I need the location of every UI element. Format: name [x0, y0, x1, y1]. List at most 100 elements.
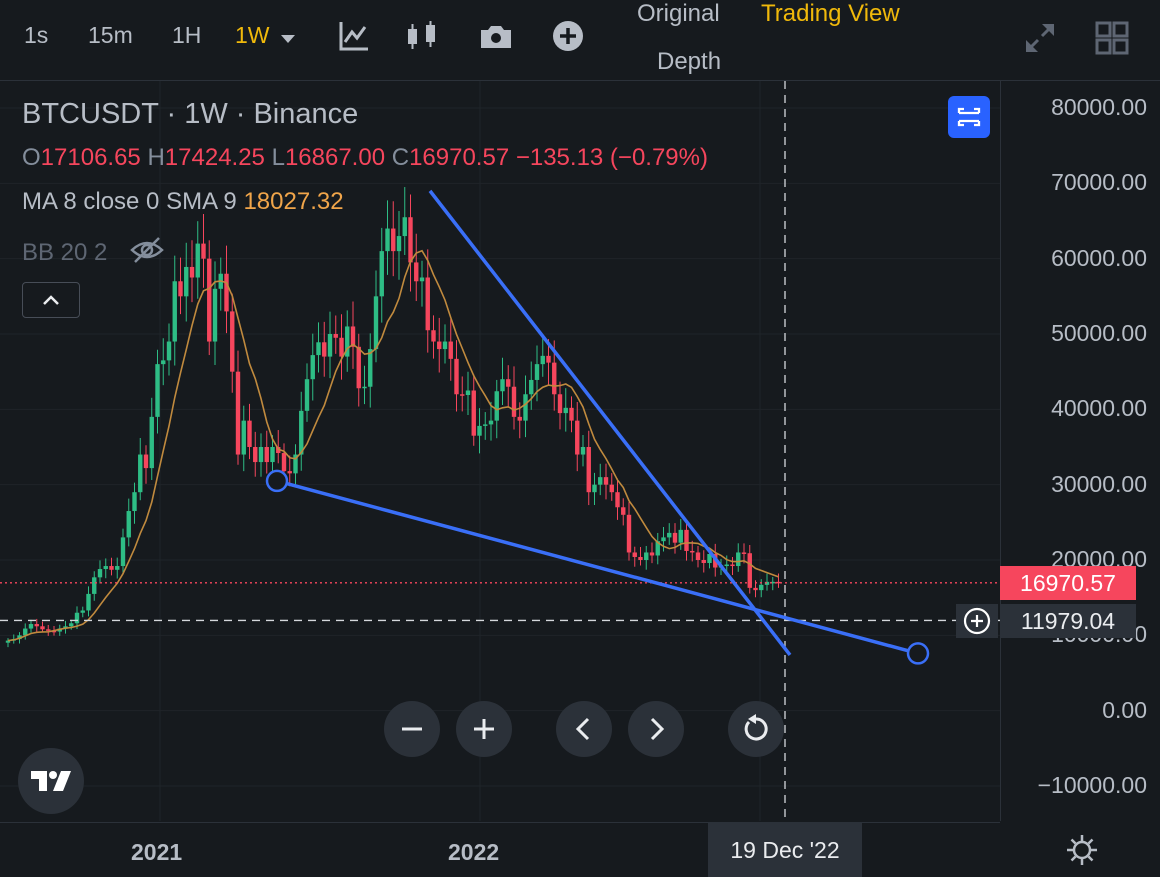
candle-body [649, 552, 655, 556]
candle-body [212, 288, 218, 342]
candle-body [529, 379, 534, 395]
chevron-up-icon [43, 295, 59, 305]
ohlc-readout: O17106.65 H17424.25 L16867.00 C16970.57 … [22, 144, 708, 172]
interval-1h[interactable]: 1H [172, 22, 202, 48]
price-axis-label: 30000.00 [1051, 470, 1147, 497]
interval-1s[interactable]: 1s [24, 22, 49, 48]
candle-body [598, 477, 603, 485]
candle-body [724, 564, 729, 567]
symbol-title: BTCUSDT · 1W · Binance [22, 98, 359, 130]
candle-body [730, 564, 735, 567]
bb-indicator[interactable]: BB 20 2 [22, 236, 164, 271]
candle-body [149, 416, 154, 469]
crosshair-price-tag: 11979.04 [1000, 604, 1136, 638]
candle-body [109, 566, 114, 570]
candle-body [460, 394, 465, 396]
candle-body [621, 507, 626, 515]
chevron-down-icon[interactable] [280, 24, 296, 51]
reset-chart-button[interactable] [728, 701, 784, 757]
candle-body [678, 529, 683, 543]
zoom-in-button[interactable] [456, 701, 512, 757]
candle-body [690, 550, 695, 553]
candle-body [253, 447, 258, 463]
candle-body [161, 360, 166, 365]
interval-15m[interactable]: 15m [88, 22, 133, 48]
candle-body [235, 371, 241, 455]
candle-body [770, 581, 775, 584]
candle-body [741, 552, 747, 554]
candle-body [557, 394, 563, 414]
candle-body [701, 560, 706, 564]
candle-body [471, 390, 476, 436]
time-axis[interactable]: 2021 2022 19 Dec '22 [0, 822, 1000, 877]
candle-body [540, 355, 545, 365]
candle-body [511, 386, 517, 417]
collapse-legend-button[interactable] [22, 282, 80, 318]
indicator-chart-icon[interactable] [336, 18, 372, 54]
candle-body [166, 341, 172, 361]
tradingview-logo[interactable] [18, 748, 84, 814]
eye-hidden-icon[interactable] [130, 236, 164, 271]
candle-body [368, 349, 373, 387]
fullscreen-toggle-button[interactable] [948, 96, 990, 138]
price-axis-label: 0.00 [1102, 696, 1147, 723]
open-label: O [22, 144, 41, 171]
add-alert-button[interactable] [956, 604, 998, 638]
plus-icon [474, 719, 494, 739]
tradingview-logo-icon [31, 771, 71, 791]
candle-body [304, 379, 310, 411]
settings-gear-icon[interactable] [1064, 832, 1100, 868]
candle-body [132, 492, 137, 512]
candle-body [661, 537, 666, 542]
price-axis[interactable]: 80000.00 70000.00 60000.00 50000.00 40000.00… [1000, 81, 1160, 821]
candle-body [534, 364, 540, 380]
candle-body [373, 296, 379, 350]
candlestick-icon[interactable] [404, 18, 440, 54]
candle-body [552, 362, 557, 395]
ma-indicator[interactable]: MA 8 close 0 SMA 9 18027.32 [22, 188, 344, 216]
view-trading-view[interactable]: Trading View [761, 0, 900, 27]
candle-body [5, 640, 11, 643]
candle-body [74, 612, 80, 624]
candle-body [609, 484, 614, 493]
toolbar: 1s 15m 1H 1W Original Trading View Depth [0, 0, 1160, 81]
candle-body [603, 477, 609, 485]
zoom-out-button[interactable] [384, 701, 440, 757]
layout-grid-icon[interactable] [1094, 20, 1130, 56]
add-circle-icon[interactable] [550, 18, 586, 54]
price-axis-label: 80000.00 [1051, 94, 1147, 120]
scroll-left-button[interactable] [556, 701, 612, 757]
candle-body [402, 217, 407, 237]
interval-1w[interactable]: 1W [235, 22, 270, 48]
candle-body [138, 454, 143, 493]
candle-body [592, 484, 597, 493]
candle-body [477, 425, 482, 436]
candle-body [356, 346, 361, 389]
candle-body [569, 407, 574, 421]
candle-body [230, 311, 235, 372]
candle-body [310, 355, 315, 380]
candle-body [431, 330, 436, 342]
candle-body [563, 407, 568, 414]
crosshair-date-tag: 19 Dec '22 [708, 823, 862, 877]
candle-body [586, 447, 591, 493]
candle-body [546, 355, 551, 363]
reset-icon [744, 714, 768, 741]
camera-icon[interactable] [478, 18, 514, 54]
price-axis-label: 60000.00 [1051, 244, 1147, 271]
high-value: 17424.25 [164, 144, 265, 171]
chart-area[interactable] [0, 81, 1000, 821]
candlestick-chart[interactable] [0, 81, 1000, 821]
expand-icon[interactable] [1022, 20, 1058, 56]
candle-body [385, 228, 390, 252]
candle-body [483, 424, 488, 426]
view-depth[interactable]: Depth [657, 48, 722, 75]
candle-body [172, 281, 177, 342]
view-original[interactable]: Original [637, 0, 720, 27]
candle-body [97, 569, 103, 578]
candle-body [500, 379, 505, 392]
scroll-right-button[interactable] [628, 701, 684, 757]
screen-toggle-icon [957, 107, 981, 127]
chevron-left-icon [575, 717, 590, 741]
bb-label: BB 20 2 [22, 238, 108, 266]
